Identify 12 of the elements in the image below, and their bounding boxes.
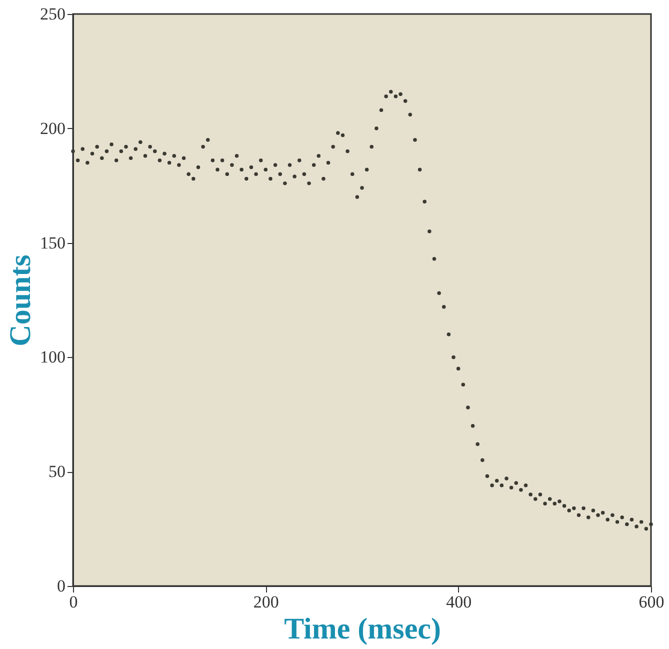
y-axis-title: Counts	[4, 254, 37, 346]
y-tick-label: 50	[48, 462, 66, 482]
x-tick-label: 600	[638, 592, 664, 612]
y-tick-label: 250	[40, 4, 66, 24]
y-tick-label: 100	[40, 348, 66, 367]
x-tick-label: 200	[253, 592, 279, 612]
x-axis-title: Time (msec)	[284, 612, 441, 646]
x-tick-label: 400	[446, 592, 472, 612]
y-tick-label: 200	[40, 118, 66, 138]
x-tick-label: 0	[69, 592, 78, 612]
y-tick-label: 0	[57, 576, 66, 596]
y-tick-label: 150	[40, 233, 66, 252]
